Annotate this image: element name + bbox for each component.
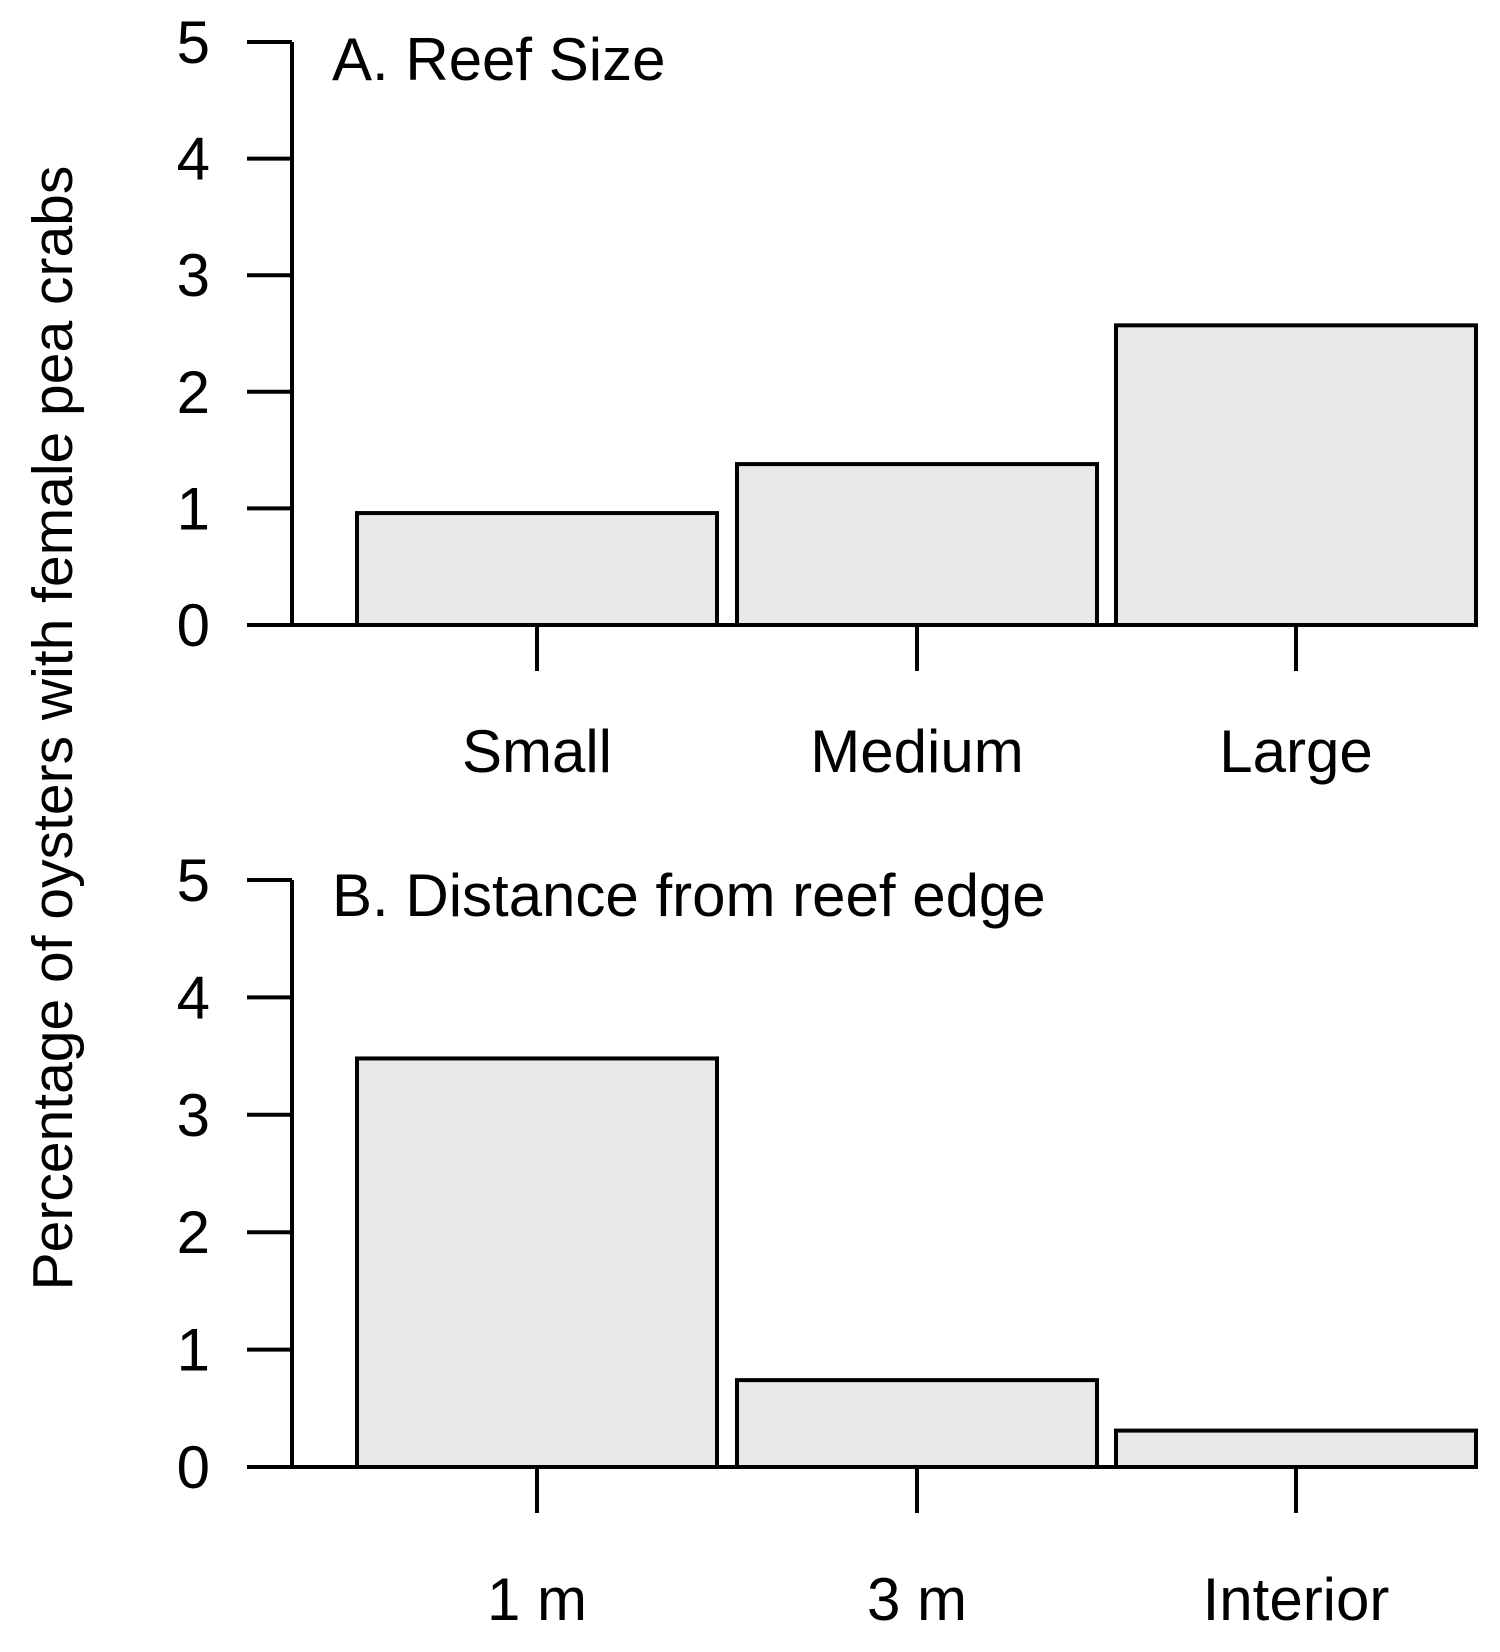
y-tick-label: 1 [177,1317,210,1384]
y-tick-label: 5 [177,9,210,76]
y-tick-label: 4 [177,126,210,193]
y-tick-label: 5 [177,847,210,914]
bar-1-m [355,1056,719,1469]
y-tick-label: 0 [177,1434,210,1501]
y-tick-label: 1 [177,475,210,542]
bar-interior [1114,1428,1478,1469]
bar-small [355,511,719,628]
y-axis-label: Percentage of oysters with female pea cr… [21,166,85,1291]
y-tick-label: 3 [177,242,210,309]
y-tick-label: 3 [177,1082,210,1149]
x-category-label: 3 m [867,1566,967,1633]
panel-title: A. Reef Size [332,26,666,93]
y-tick-label: 2 [177,1199,210,1266]
bar-3-m [735,1378,1099,1470]
y-tick-label: 4 [177,964,210,1031]
panel-b: 5 4 3 2 1 0 1 m 3 m Interior B. Distance from ree… [177,847,1478,1633]
x-category-label: 1 m [487,1566,587,1633]
bar-large [1114,323,1478,627]
y-tick-label: 0 [177,592,210,659]
x-category-label: Small [462,718,612,785]
x-category-label: Large [1219,718,1372,785]
y-tick-label: 2 [177,359,210,426]
panel-title: B. Distance from reef edge [332,862,1046,929]
panel-a: 5 4 3 2 1 0 Small Medium Large A. Reef Size [177,9,1478,785]
x-category-label: Medium [810,718,1023,785]
bar-medium [735,462,1099,628]
x-category-label: Interior [1203,1566,1390,1633]
